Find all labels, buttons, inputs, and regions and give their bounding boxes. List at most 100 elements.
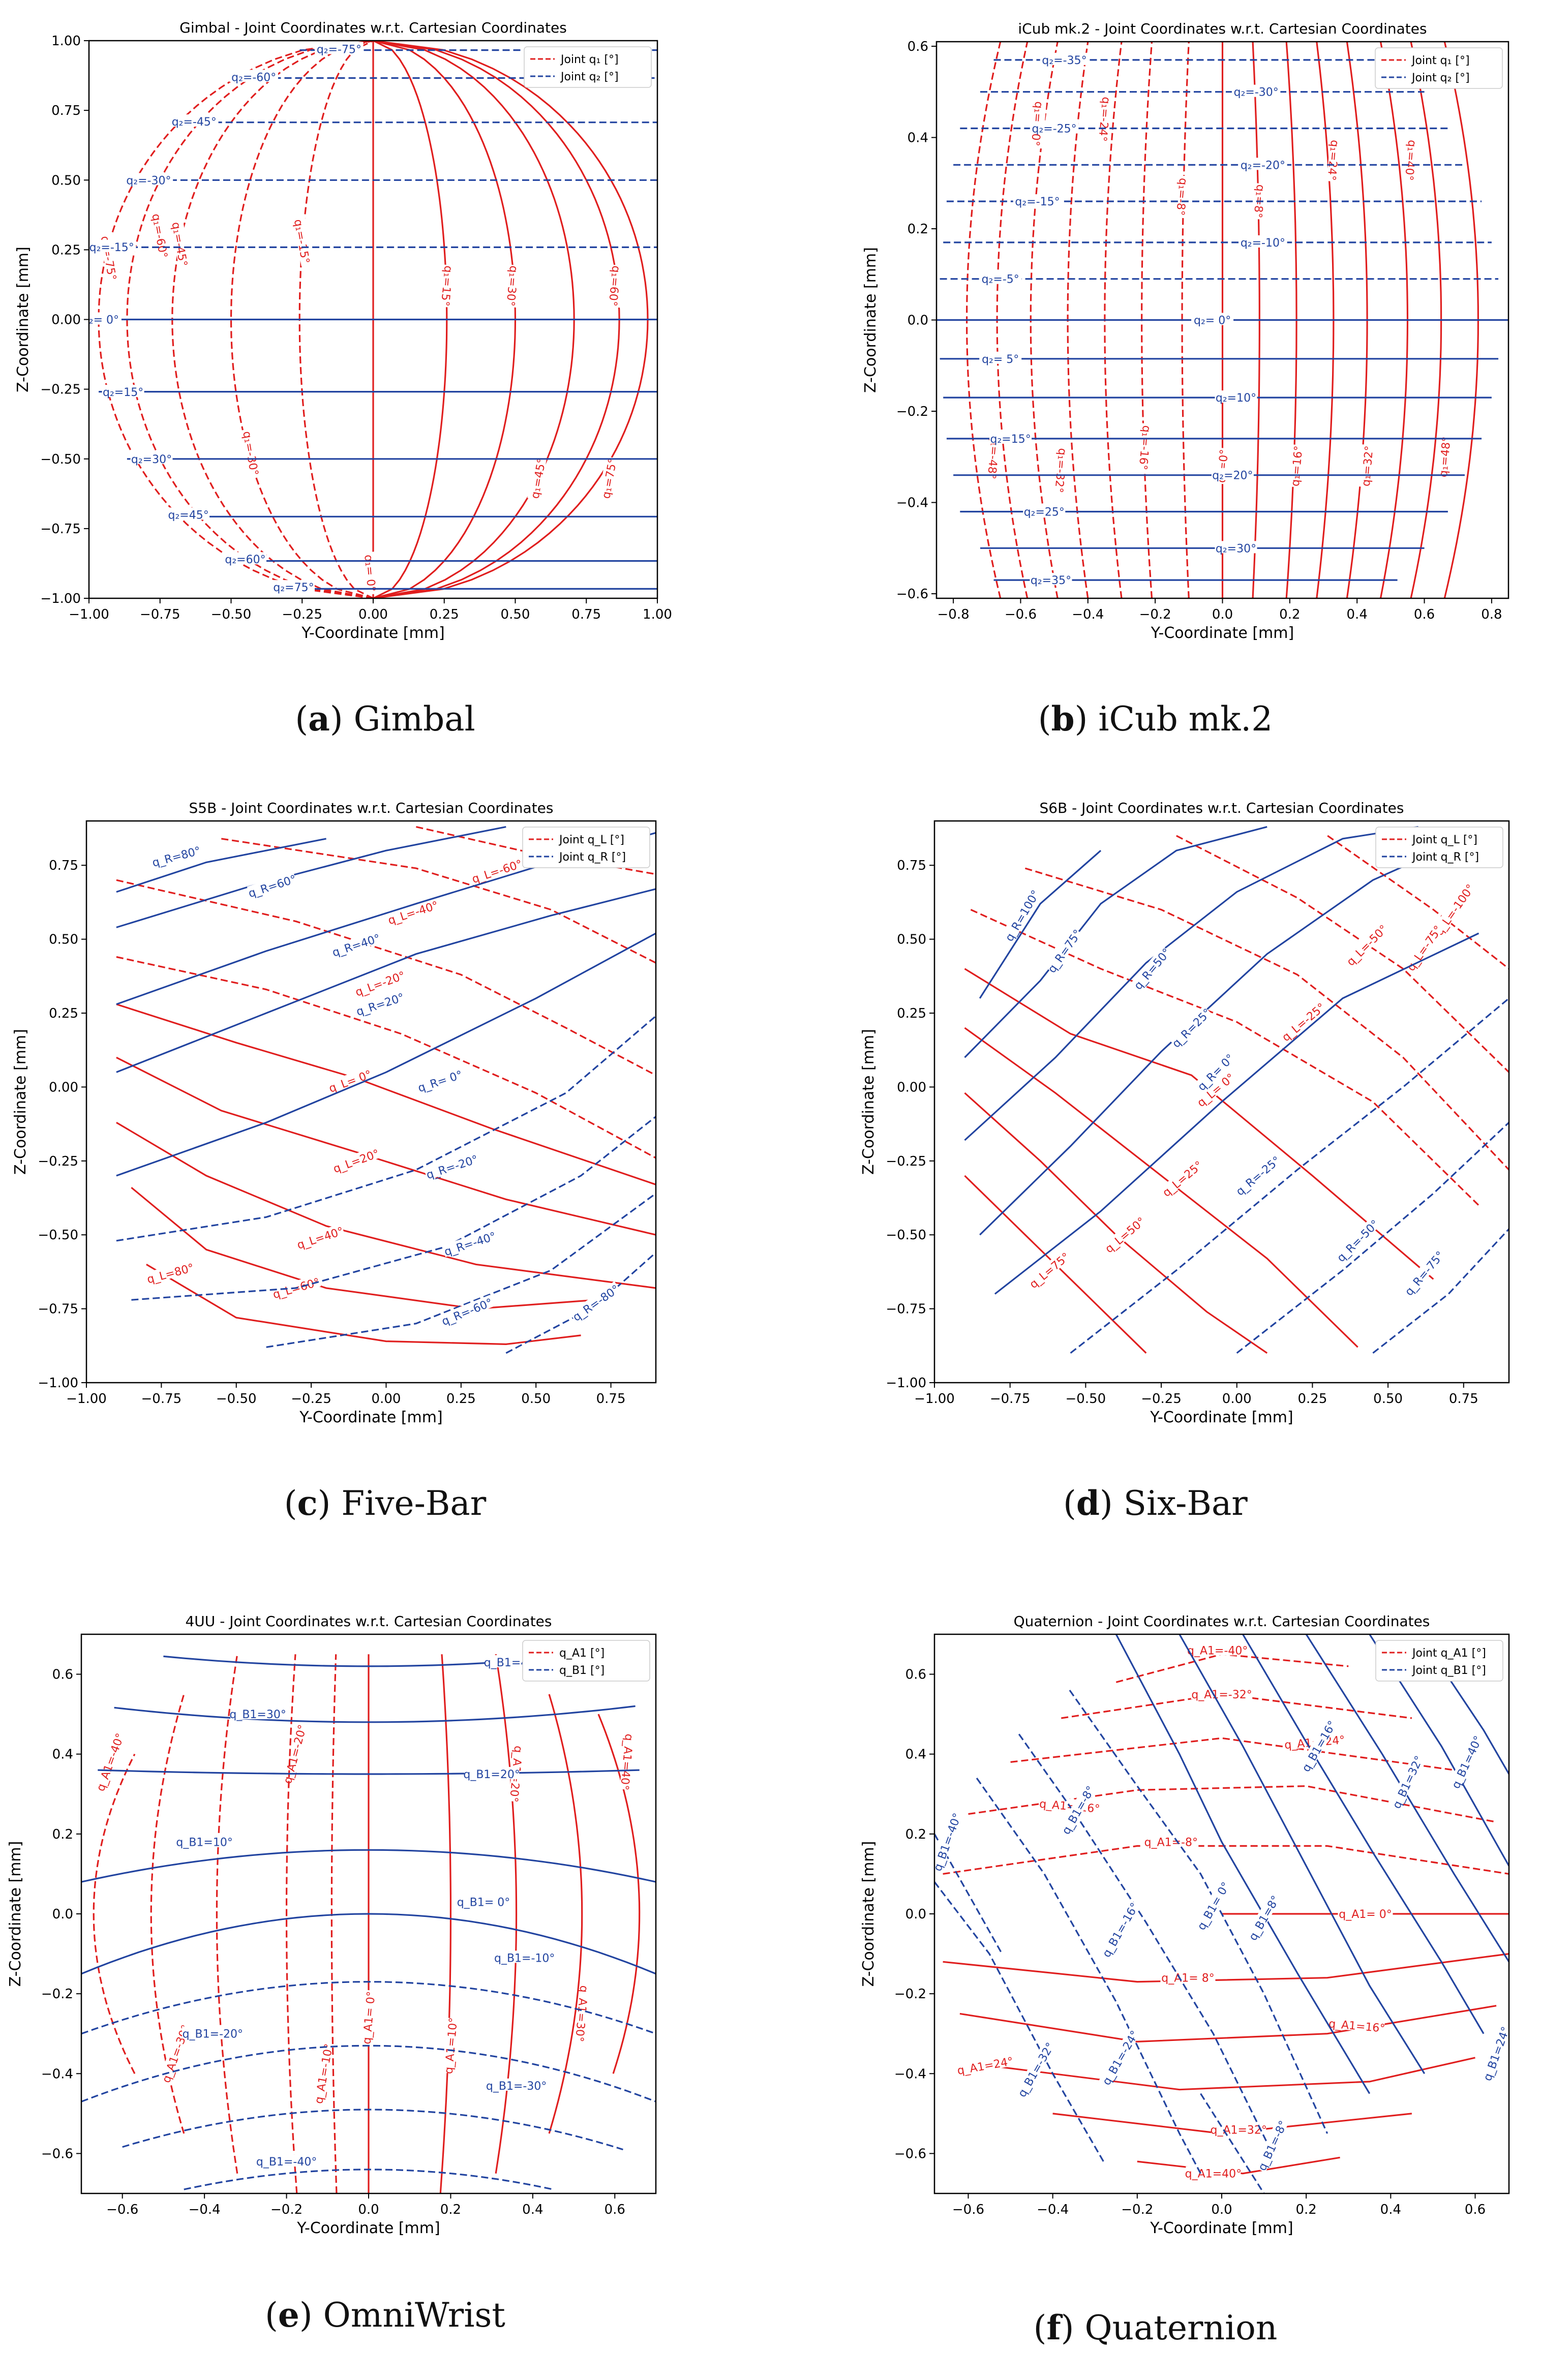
y-tick-label: −0.4 — [894, 2066, 926, 2082]
series-label: q_A1= 8° — [1161, 1972, 1214, 1985]
y-axis-label: Z-Coordinate [mm] — [862, 247, 880, 393]
series-label: q_R=75° — [1046, 928, 1085, 975]
series-line — [934, 1881, 1104, 2162]
y-tick-label: −1.00 — [38, 1376, 78, 1391]
y-tick-label: −0.2 — [41, 1987, 73, 2002]
x-tick-label: −0.75 — [140, 607, 180, 622]
y-tick-label: −0.25 — [40, 382, 81, 398]
series-label: q_B1= 0° — [457, 1896, 510, 1909]
y-tick-label: 0.00 — [51, 313, 81, 328]
x-tick-label: −0.25 — [282, 607, 322, 622]
series-line — [1115, 1653, 1349, 1683]
y-tick-label: 0.4 — [905, 1747, 926, 1762]
series-line — [116, 879, 656, 1076]
series-line — [1327, 835, 1509, 970]
series-label: q_R=100° — [1003, 888, 1042, 943]
series-label: q₂=-75° — [317, 44, 361, 56]
series-label: q_B1=-16° — [1100, 1901, 1141, 1960]
series-line — [964, 826, 1418, 1141]
series-line — [116, 838, 326, 893]
chart-b: iCub mk.2 - Joint Coordinates w.r.t. Car… — [862, 20, 1509, 642]
series-label: q_A1= 0° — [1339, 1908, 1392, 1921]
y-tick-label: 0.50 — [49, 932, 78, 948]
x-tick-label: 0.0 — [1212, 607, 1233, 622]
x-tick-label: 0.50 — [521, 1391, 551, 1407]
series-line — [964, 1027, 1358, 1348]
series-line — [1010, 1737, 1455, 1771]
y-tick-label: 0.75 — [897, 858, 926, 873]
x-tick-label: 0.25 — [446, 1391, 476, 1407]
x-tick-label: −0.6 — [106, 2202, 138, 2217]
chart-c: S5B - Joint Coordinates w.r.t. Cartesian… — [12, 800, 657, 1426]
series-line — [81, 1849, 656, 1883]
x-tick-label: 0.00 — [1222, 1391, 1252, 1407]
series-label: q_A1=32° — [1210, 2124, 1266, 2137]
x-tick-label: −0.4 — [1072, 607, 1104, 622]
y-tick-label: −0.50 — [38, 1228, 78, 1243]
series-line — [964, 968, 1434, 1280]
chart-f: Quaternion - Joint Coordinates w.r.t. Ca… — [860, 1613, 1510, 2237]
x-tick-label: 0.50 — [1373, 1391, 1403, 1407]
y-tick-label: 0.0 — [52, 1907, 73, 1922]
x-axis-label: Y-Coordinate [mm] — [1151, 624, 1294, 642]
x-tick-label: 0.4 — [522, 2202, 543, 2217]
x-tick-label: −0.25 — [291, 1391, 331, 1407]
legend-label: Joint q₁ [°] — [560, 53, 619, 66]
series-label: q_R=-75° — [1403, 1249, 1447, 1298]
series-line — [81, 1913, 656, 1975]
caption-a: (a) Gimbal — [295, 699, 475, 739]
y-tick-label: −0.25 — [38, 1154, 78, 1169]
x-tick-label: 0.2 — [440, 2202, 461, 2217]
y-tick-label: 0.2 — [905, 1827, 926, 1842]
series-label: q_L=-60° — [470, 858, 524, 886]
series-label: q_A1=-8° — [1144, 1837, 1198, 1849]
series-label: q_L=-25° — [1280, 1001, 1328, 1044]
y-tick-label: −0.2 — [894, 1987, 926, 2002]
x-tick-label: 0.6 — [1414, 607, 1435, 622]
x-tick-label: 0.25 — [430, 607, 459, 622]
y-tick-label: 0.0 — [905, 1907, 926, 1922]
series-line — [1069, 1690, 1328, 2134]
series-label: q₂=60° — [225, 554, 265, 566]
series-group: q_A1=-40°q_A1=-30°q_A1=-20°q_A1=-10°q_A1… — [81, 1653, 656, 2193]
series-label: q_A1=-40° — [1187, 1644, 1248, 1657]
x-tick-label: 0.75 — [571, 607, 601, 622]
y-tick-label: 0.25 — [897, 1006, 926, 1021]
y-axis-label: Z-Coordinate [mm] — [860, 1029, 878, 1175]
series-label: q₂=-25° — [1032, 123, 1077, 136]
series-line — [1176, 835, 1509, 1073]
y-tick-label: 0.00 — [49, 1080, 78, 1095]
series-line — [184, 2169, 554, 2190]
series-group: q₁=-75° q₁=-60° q₁=-45°q₁=-30°q₁=-15°q₁= 0… — [82, 41, 657, 598]
series-line — [1179, 1634, 1426, 2074]
series-label: q_B1=40° — [1449, 1734, 1485, 1791]
series-line — [943, 1953, 1509, 1983]
chart-title: S5B - Joint Coordinates w.r.t. Cartesian… — [189, 800, 553, 816]
series-label: q₂=-15° — [1015, 196, 1060, 208]
series-label: q₂=30° — [131, 453, 172, 466]
series-label: q₂=-15° — [89, 241, 134, 254]
y-tick-label: 0.4 — [52, 1747, 73, 1762]
legend-label: Joint q₂ [°] — [560, 71, 619, 83]
caption-c: (c) Five-Bar — [284, 1483, 487, 1523]
x-tick-label: 0.4 — [1347, 607, 1368, 622]
series-label: q₂=75° — [273, 582, 314, 594]
x-tick-label: 0.0 — [358, 2202, 379, 2217]
series-line — [81, 2045, 656, 2102]
legend: Joint q_L [°] Joint q_R [°] — [522, 827, 650, 868]
series-label: q_B1=20° — [463, 1768, 520, 1781]
series-line — [548, 1694, 583, 2134]
legend-label: Joint q_L [°] — [558, 834, 624, 846]
y-tick-label: −0.6 — [896, 587, 928, 602]
x-axis-label: Y-Coordinate [mm] — [301, 624, 444, 642]
series-label: q₂=30° — [1216, 542, 1256, 555]
series-label: q_B1=-30° — [486, 2080, 547, 2093]
series-group: q_L=-60°q_L=-40°q_L=-20°q_L= 0°q_L=20°q_… — [116, 826, 656, 1354]
legend: Joint q₁ [°] Joint q₂ [°] — [524, 46, 652, 88]
series-group: q_A1=-40°q_A1=-32°q_A1=-24°q_A1=-16°q_A1… — [934, 1634, 1509, 2193]
x-tick-label: −0.50 — [1066, 1391, 1106, 1407]
series-label: q_R=50° — [1132, 946, 1173, 992]
series-label: q₂= 0° — [82, 314, 119, 327]
series-label: q₂=-30° — [126, 174, 171, 187]
chart-title: S6B - Joint Coordinates w.r.t. Cartesian… — [1039, 800, 1404, 816]
